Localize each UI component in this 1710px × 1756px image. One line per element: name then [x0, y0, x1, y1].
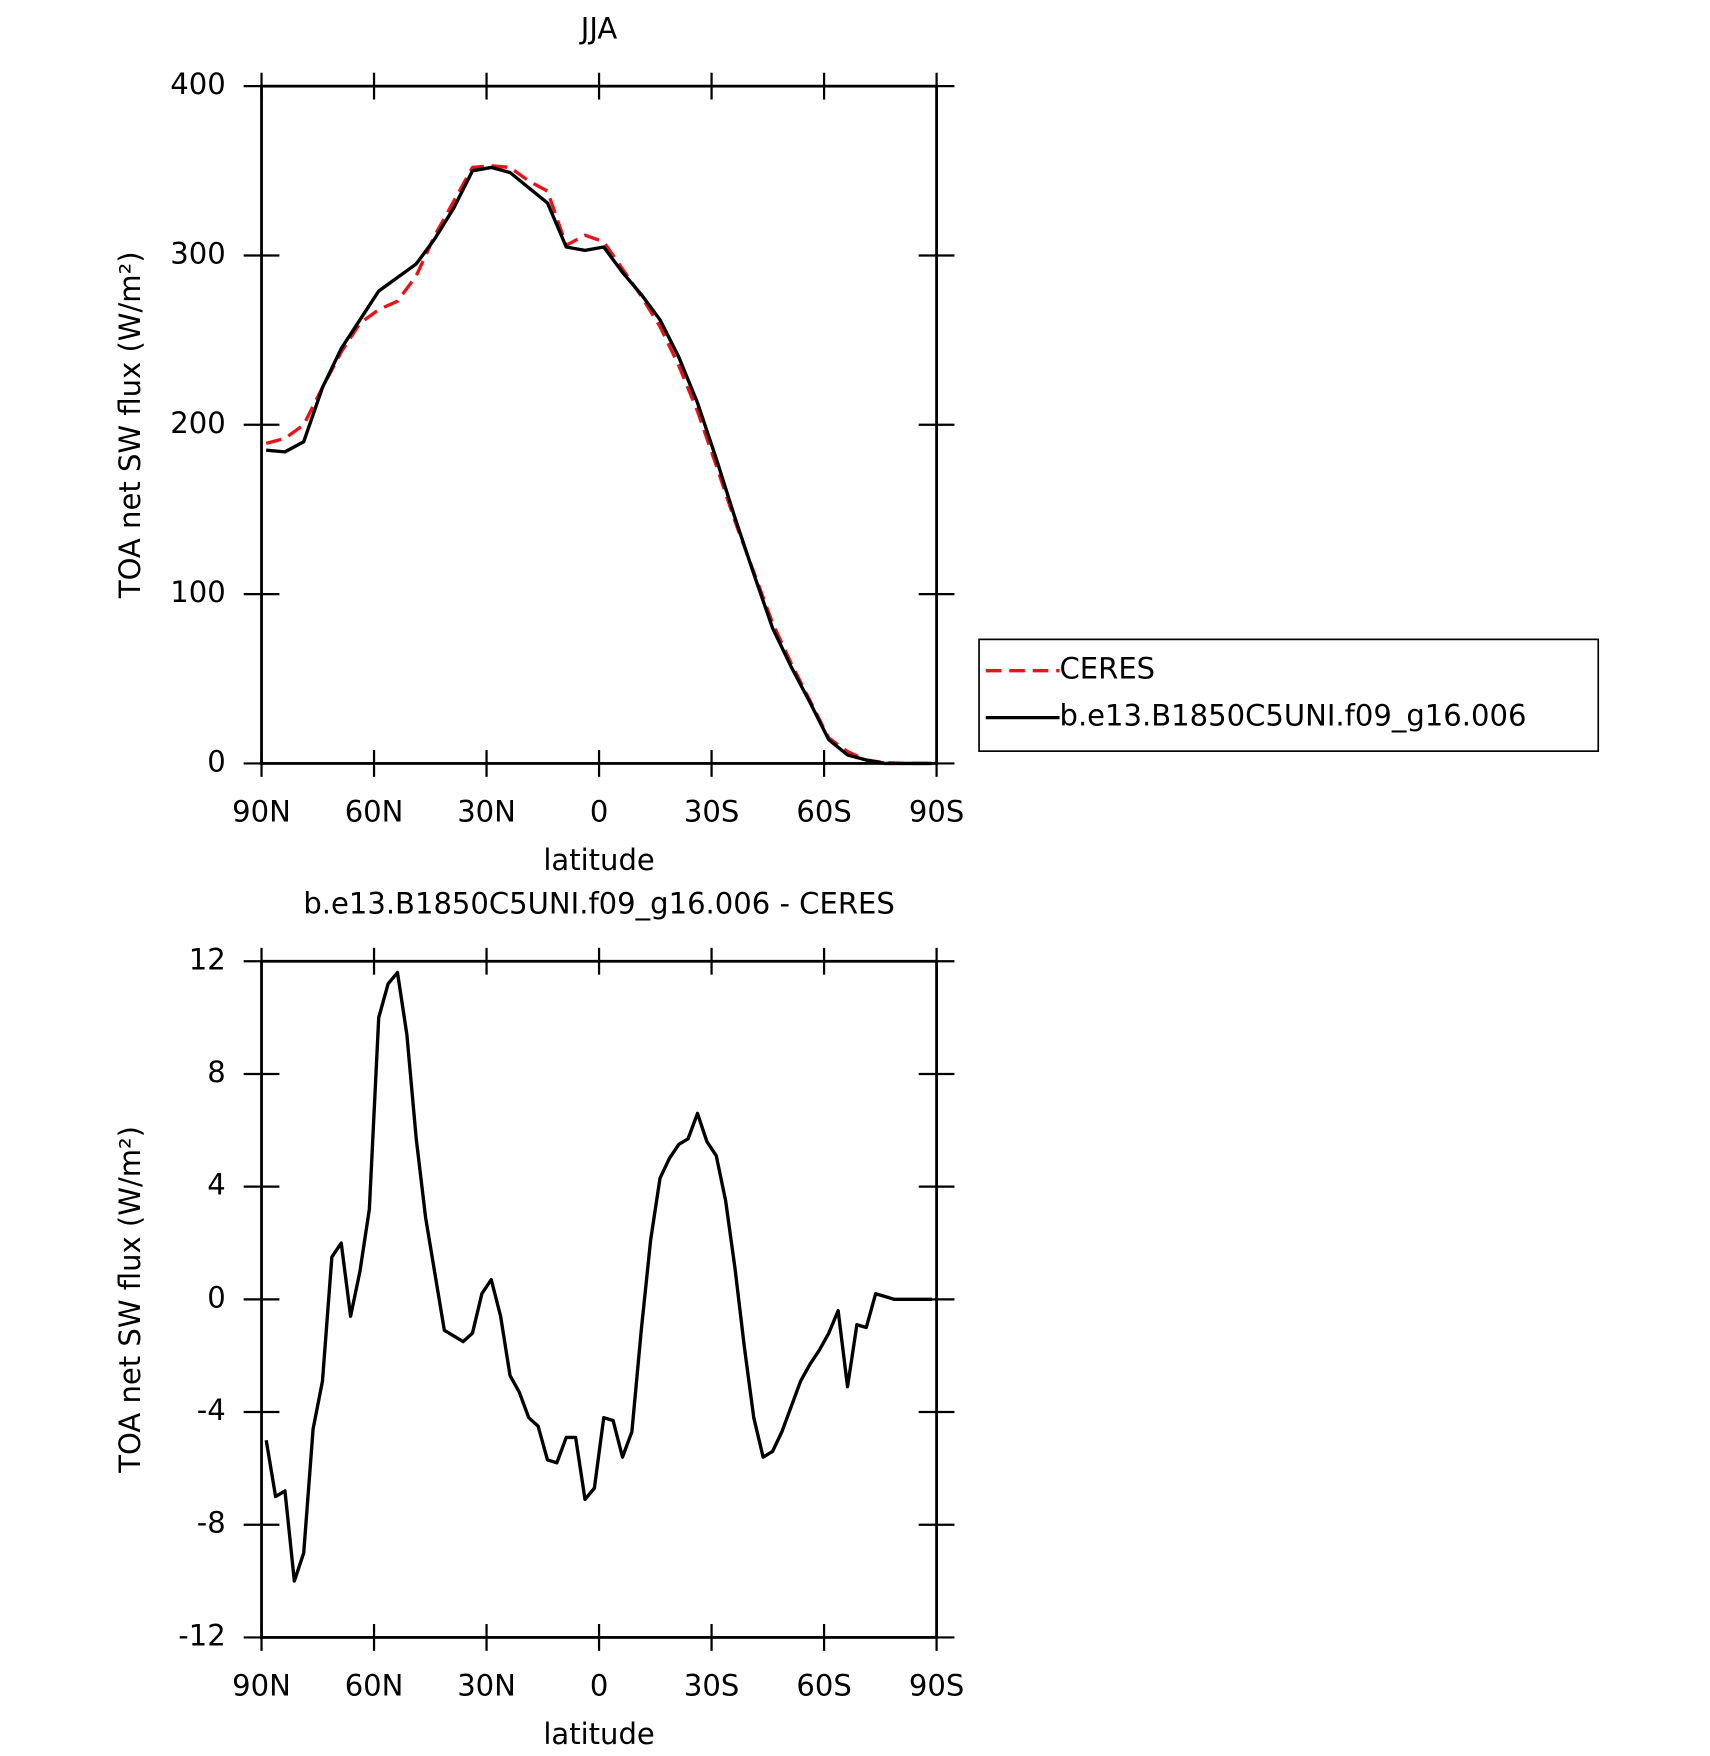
x-tick-label: 60N [345, 1669, 404, 1703]
data-line [265, 164, 932, 766]
x-tick-label: 60N [345, 795, 404, 829]
x-tick-label: 30S [684, 795, 739, 829]
y-axis-label: TOA net SW flux (W/m²) [113, 251, 147, 599]
plot-frame [260, 959, 938, 1639]
x-axis-label: latitude [543, 843, 654, 877]
y-axis-label: TOA net SW flux (W/m²) [113, 1126, 147, 1474]
y-tick-label: 4 [207, 1168, 225, 1202]
x-tick-label: 30N [457, 1669, 516, 1703]
chart-title: b.e13.B1850C5UNI.f09_g16.006 - CERES [303, 886, 894, 920]
plot-frame [260, 84, 938, 765]
x-tick-label: 90N [232, 1669, 291, 1703]
x-tick-label: 0 [590, 795, 608, 829]
x-tick-label: 30S [684, 1669, 739, 1703]
legend-label: CERES [1060, 652, 1156, 686]
y-tick-label: -4 [197, 1393, 226, 1427]
x-axis-label: latitude [543, 1717, 654, 1751]
x-tick-label: 60S [796, 795, 851, 829]
y-tick-label: 300 [170, 236, 225, 270]
legend-box [978, 638, 1600, 752]
legend-label: b.e13.B1850C5UNI.f09_g16.006 [1060, 699, 1527, 733]
x-tick-label: 0 [590, 1669, 608, 1703]
y-tick-label: 0 [207, 744, 225, 778]
chart-title: JJA [579, 11, 618, 45]
y-tick-label: 0 [207, 1280, 225, 1314]
x-tick-label: 90S [909, 1669, 964, 1703]
y-tick-label: -12 [178, 1618, 225, 1652]
y-tick-label: 12 [189, 942, 226, 976]
x-tick-label: 90S [909, 795, 964, 829]
x-tick-label: 60S [796, 1669, 851, 1703]
y-tick-label: 8 [207, 1055, 225, 1089]
y-tick-label: 200 [170, 406, 225, 440]
y-tick-label: 400 [170, 67, 225, 101]
data-line [264, 970, 932, 1583]
y-tick-label: -8 [197, 1506, 226, 1540]
data-line [266, 165, 932, 766]
y-tick-label: 100 [170, 575, 225, 609]
x-tick-label: 90N [232, 795, 291, 829]
x-tick-label: 30N [457, 795, 516, 829]
